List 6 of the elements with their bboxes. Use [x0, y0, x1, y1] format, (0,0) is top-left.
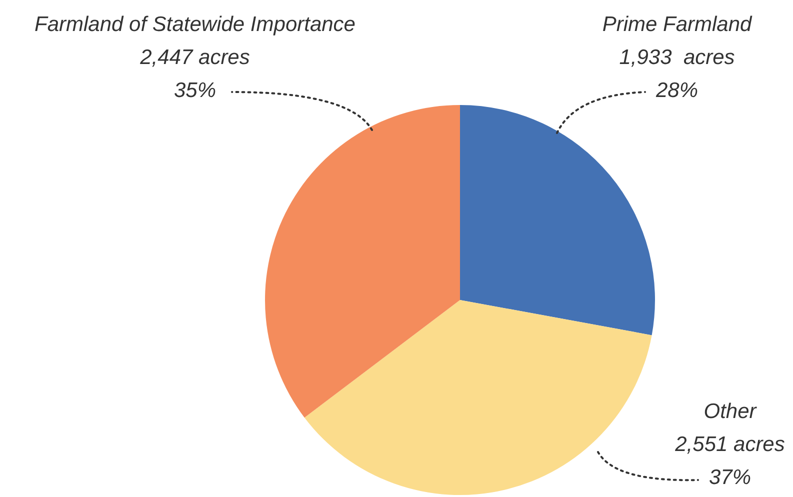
slice-label: Other — [704, 400, 758, 423]
slice-label: Farmland of Statewide Importance — [34, 12, 356, 36]
data-label: 1,933 acres 28% — [619, 46, 736, 102]
data-label: 2,551 acres 37% — [674, 432, 786, 489]
slice-label: Prime Farmland — [602, 12, 753, 36]
data-label: 2,447 acres 35% — [139, 46, 250, 102]
